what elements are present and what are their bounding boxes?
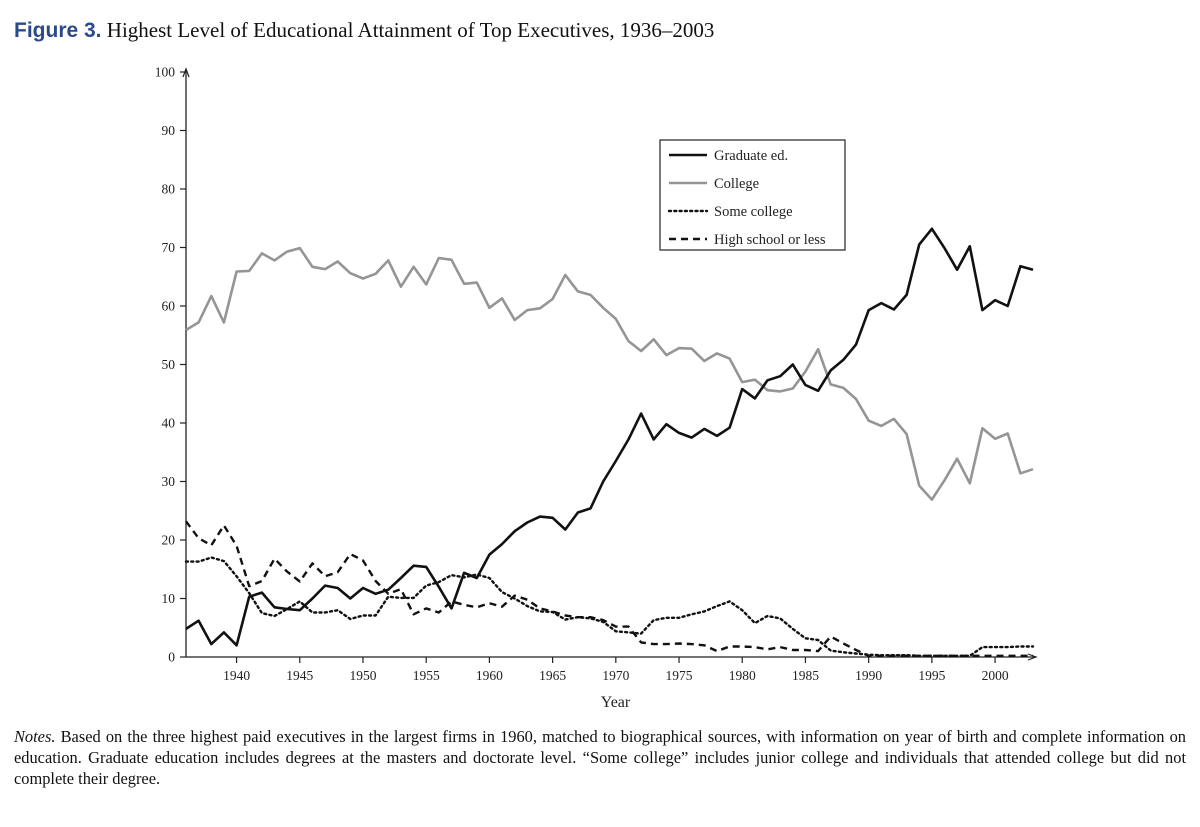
x-tick-label: 1970 — [602, 668, 629, 683]
x-tick-label: 1945 — [286, 668, 313, 683]
y-tick-label: 10 — [162, 591, 176, 606]
legend-box — [659, 139, 846, 251]
y-tick-label: 30 — [162, 474, 176, 489]
x-tick-label: 1960 — [476, 668, 503, 683]
y-tick-label: 100 — [155, 65, 176, 80]
y-tick-label: 60 — [162, 299, 176, 314]
series-line-some-college — [184, 556, 1035, 657]
x-axis-title: Year — [601, 694, 631, 711]
notes-label: Notes. — [14, 727, 56, 746]
y-tick-label: 0 — [168, 650, 175, 665]
x-tick-label: 2000 — [982, 668, 1009, 683]
series-line-college — [185, 246, 1034, 501]
chart-legend: Graduate ed. College Some college High scho… — [659, 139, 846, 251]
y-tick-label: 20 — [162, 533, 176, 548]
x-tick-label: 1975 — [666, 668, 693, 683]
series-line-graduate-ed — [185, 227, 1034, 647]
y-tick-label: 80 — [162, 182, 176, 197]
chart-series — [184, 227, 1035, 657]
y-tick-label: 40 — [162, 416, 176, 431]
y-axis-arrow — [182, 67, 190, 78]
x-tick-label: 1965 — [539, 668, 566, 683]
y-tick-label: 90 — [162, 123, 176, 138]
figure-title: Figure 3. Highest Level of Educational A… — [14, 18, 1184, 43]
education-line-chart: 0 10 20 30 40 50 60 70 80 90 100 1940 1945 1950 1955 19… — [155, 65, 1038, 711]
x-tick-label: 1985 — [792, 668, 819, 683]
figure-title-text: Highest Level of Educational Attainment … — [106, 18, 715, 42]
series-line-high-school-or-less — [185, 520, 1033, 657]
x-tick-label: 1995 — [918, 668, 945, 683]
y-tick-label: 50 — [162, 357, 176, 372]
notes-text: Based on the three highest paid executiv… — [14, 727, 1186, 788]
legend-label-high-school-or-less: High school or less — [714, 232, 826, 248]
x-tick-label: 1950 — [349, 668, 376, 683]
figure-notes: Notes. Based on the three highest paid e… — [14, 726, 1186, 789]
y-tick-label: 70 — [162, 240, 176, 255]
x-tick-label: 1990 — [855, 668, 882, 683]
x-tick-label: 1940 — [223, 668, 250, 683]
legend-label-college: College — [714, 176, 759, 192]
legend-label-some-college: Some college — [714, 204, 793, 220]
figure-label: Figure 3. — [14, 19, 102, 42]
legend-label-graduate-ed: Graduate ed. — [714, 148, 788, 164]
x-axis-arrow — [1027, 653, 1038, 661]
x-tick-label: 1955 — [413, 668, 440, 683]
x-tick-label: 1980 — [729, 668, 756, 683]
chart-axes: 0 10 20 30 40 50 60 70 80 90 100 1940 1945 1950 1955 19… — [155, 65, 1038, 711]
